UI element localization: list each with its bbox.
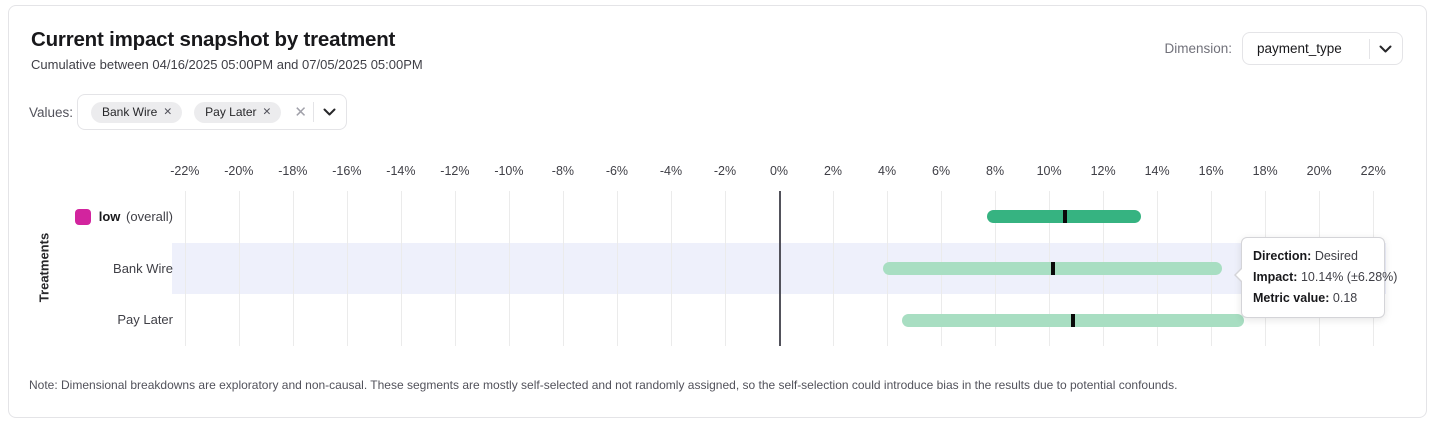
x-axis-tick-label: 16% [1198, 164, 1224, 178]
gridline [616, 191, 618, 346]
gridline [562, 191, 564, 346]
gridline [346, 191, 348, 346]
x-axis-tick-label: 10% [1036, 164, 1062, 178]
impact-marker [1063, 210, 1068, 224]
x-axis-tick-label: -8% [551, 164, 575, 178]
values-label: Values: [29, 105, 74, 120]
gridline [292, 191, 294, 346]
x-axis-tick-label: -22% [170, 164, 200, 178]
dimension-control: Dimension: payment_type [1164, 32, 1403, 65]
tooltip-impact: Impact: 10.14% (±6.28%) [1253, 270, 1398, 284]
x-axis-tick-label: -6% [605, 164, 629, 178]
dimension-selected-value: payment_type [1257, 41, 1342, 56]
variant-suffix: (overall) [122, 209, 173, 225]
row-label-low: low (overall) [9, 207, 173, 227]
gridline [184, 191, 186, 346]
chart-row-labels: low (overall) Bank Wire Pay Later [9, 191, 173, 346]
tooltip-direction: Direction: Desired [1253, 249, 1358, 263]
gridline [238, 191, 240, 346]
gridline [400, 191, 402, 346]
dimension-select[interactable]: payment_type [1242, 32, 1403, 65]
x-axis-tick-label: 0% [769, 164, 789, 178]
row-label-bank-wire: Bank Wire [113, 260, 173, 276]
x-axis-tick-label: -14% [386, 164, 416, 178]
bar-tooltip: Direction: Desired Impact: 10.14% (±6.28… [1234, 237, 1398, 318]
zero-baseline [779, 191, 781, 346]
values-divider [313, 102, 314, 122]
disclaimer-note: Note: Dimensional breakdowns are explora… [29, 378, 1178, 392]
x-axis-tick-labels: -22% -20% -18% -16% -14% -12% -10% -8% -6% -4% -2%… [9, 164, 1426, 180]
gridline [833, 191, 835, 346]
chevron-down-icon[interactable] [323, 108, 336, 116]
chart-plot-area [172, 191, 1386, 346]
x-axis-tick-label: 12% [1090, 164, 1116, 178]
gridline [454, 191, 456, 346]
x-axis-tick-label: 18% [1252, 164, 1278, 178]
x-axis-tick-label: -12% [440, 164, 470, 178]
impact-marker [1070, 313, 1075, 327]
ci-bar-pay-later[interactable] [901, 313, 1245, 327]
chip-label: Bank Wire [102, 105, 158, 119]
chip-label: Pay Later [205, 105, 257, 119]
dimension-label: Dimension: [1164, 41, 1232, 56]
tooltip-metric-value: Metric value: 0.18 [1253, 291, 1358, 305]
gridline [670, 191, 672, 346]
x-axis-tick-label: 6% [932, 164, 951, 178]
value-chip-pay-later[interactable]: Pay Later ✕ [194, 101, 282, 123]
x-axis-tick-label: -18% [278, 164, 308, 178]
select-divider [1369, 38, 1370, 59]
x-axis-tick-label: 20% [1306, 164, 1332, 178]
chevron-down-icon [1379, 45, 1392, 52]
x-axis-tick-label: -20% [224, 164, 254, 178]
chip-remove-icon[interactable]: ✕ [262, 105, 272, 118]
variant-legend-swatch [74, 208, 91, 225]
ci-bar-low[interactable] [986, 210, 1141, 224]
x-axis-tick-label: -10% [494, 164, 524, 178]
page-title: Current impact snapshot by treatment [31, 28, 396, 51]
values-multiselect[interactable]: Bank Wire ✕ Pay Later ✕ ✕ [77, 94, 347, 130]
gridline [724, 191, 726, 346]
clear-all-icon[interactable]: ✕ [294, 103, 307, 121]
x-axis-tick-label: 22% [1360, 164, 1386, 178]
date-range-subtitle: Cumulative between 04/16/2025 05:00PM an… [31, 57, 423, 72]
chip-remove-icon[interactable]: ✕ [163, 105, 173, 118]
x-axis-tick-label: 14% [1144, 164, 1170, 178]
impact-snapshot-card: Current impact snapshot by treatment Cum… [8, 5, 1427, 418]
x-axis-tick-label: 4% [877, 164, 897, 178]
impact-marker [1050, 262, 1055, 275]
x-axis-tick-label: -4% [659, 164, 683, 178]
x-axis-tick-label: 8% [986, 164, 1005, 178]
ci-bar-bank-wire[interactable] [883, 262, 1223, 275]
x-axis-tick-label: -2% [713, 164, 737, 178]
x-axis-tick-label: 2% [823, 164, 843, 178]
value-chip-bank-wire[interactable]: Bank Wire ✕ [91, 101, 183, 123]
x-axis-tick-label: -16% [332, 164, 362, 178]
row-label-pay-later: Pay Later [117, 312, 173, 328]
variant-name: low [98, 209, 121, 225]
gridline [508, 191, 510, 346]
